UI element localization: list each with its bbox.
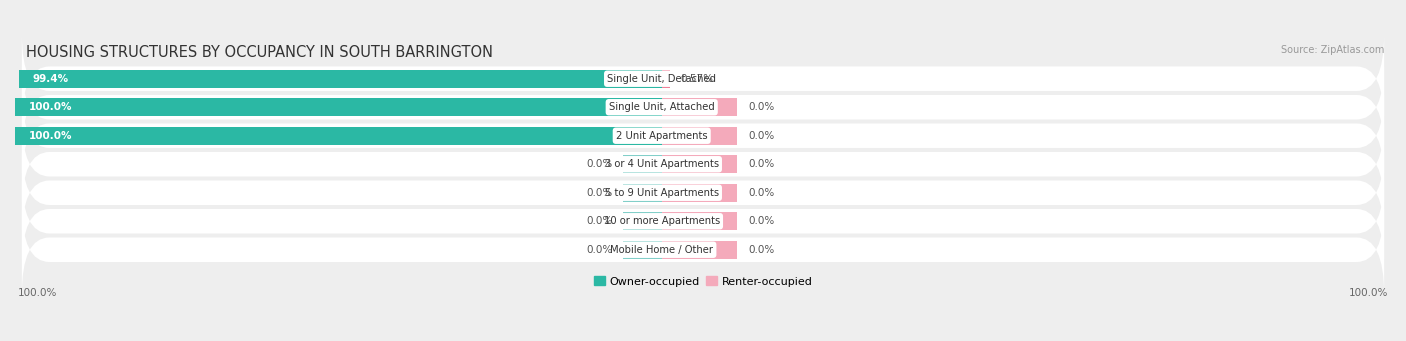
Text: HOUSING STRUCTURES BY OCCUPANCY IN SOUTH BARRINGTON: HOUSING STRUCTURES BY OCCUPANCY IN SOUTH… (25, 45, 494, 60)
Legend: Owner-occupied, Renter-occupied: Owner-occupied, Renter-occupied (589, 272, 817, 291)
Bar (15, 127, 662, 145)
FancyBboxPatch shape (22, 177, 1384, 266)
Text: 0.0%: 0.0% (748, 102, 775, 112)
Text: 10 or more Apartments: 10 or more Apartments (603, 216, 720, 226)
Bar (662, 99, 737, 116)
Text: Single Unit, Attached: Single Unit, Attached (609, 102, 714, 112)
Text: 3 or 4 Unit Apartments: 3 or 4 Unit Apartments (605, 159, 718, 169)
Bar (623, 212, 662, 230)
Bar (15, 99, 662, 116)
FancyBboxPatch shape (22, 62, 1384, 152)
Bar (662, 184, 737, 202)
Text: 0.0%: 0.0% (748, 245, 775, 255)
Text: 0.0%: 0.0% (748, 216, 775, 226)
Text: 100.0%: 100.0% (18, 288, 58, 298)
Bar (662, 70, 669, 88)
Text: 5 to 9 Unit Apartments: 5 to 9 Unit Apartments (605, 188, 718, 198)
Text: Single Unit, Detached: Single Unit, Detached (607, 74, 716, 84)
Text: 0.0%: 0.0% (586, 245, 612, 255)
Text: 0.0%: 0.0% (748, 159, 775, 169)
Bar (662, 212, 737, 230)
Text: Mobile Home / Other: Mobile Home / Other (610, 245, 713, 255)
Text: Source: ZipAtlas.com: Source: ZipAtlas.com (1281, 45, 1384, 55)
Text: 0.0%: 0.0% (586, 216, 612, 226)
Bar (662, 155, 737, 173)
Text: 0.0%: 0.0% (586, 188, 612, 198)
Text: 100.0%: 100.0% (1348, 288, 1388, 298)
Bar (623, 184, 662, 202)
Text: 0.0%: 0.0% (748, 188, 775, 198)
Text: 0.0%: 0.0% (586, 159, 612, 169)
FancyBboxPatch shape (22, 148, 1384, 237)
Bar (18, 70, 662, 88)
Bar (623, 241, 662, 258)
FancyBboxPatch shape (22, 119, 1384, 209)
Text: 0.57%: 0.57% (681, 74, 714, 84)
Text: 2 Unit Apartments: 2 Unit Apartments (616, 131, 707, 141)
Text: 100.0%: 100.0% (28, 102, 72, 112)
Text: 100.0%: 100.0% (28, 131, 72, 141)
Bar (662, 127, 737, 145)
Bar (623, 155, 662, 173)
Text: 0.0%: 0.0% (748, 131, 775, 141)
Text: 99.4%: 99.4% (32, 74, 69, 84)
FancyBboxPatch shape (22, 91, 1384, 180)
FancyBboxPatch shape (22, 205, 1384, 295)
Bar (662, 241, 737, 258)
FancyBboxPatch shape (22, 34, 1384, 123)
